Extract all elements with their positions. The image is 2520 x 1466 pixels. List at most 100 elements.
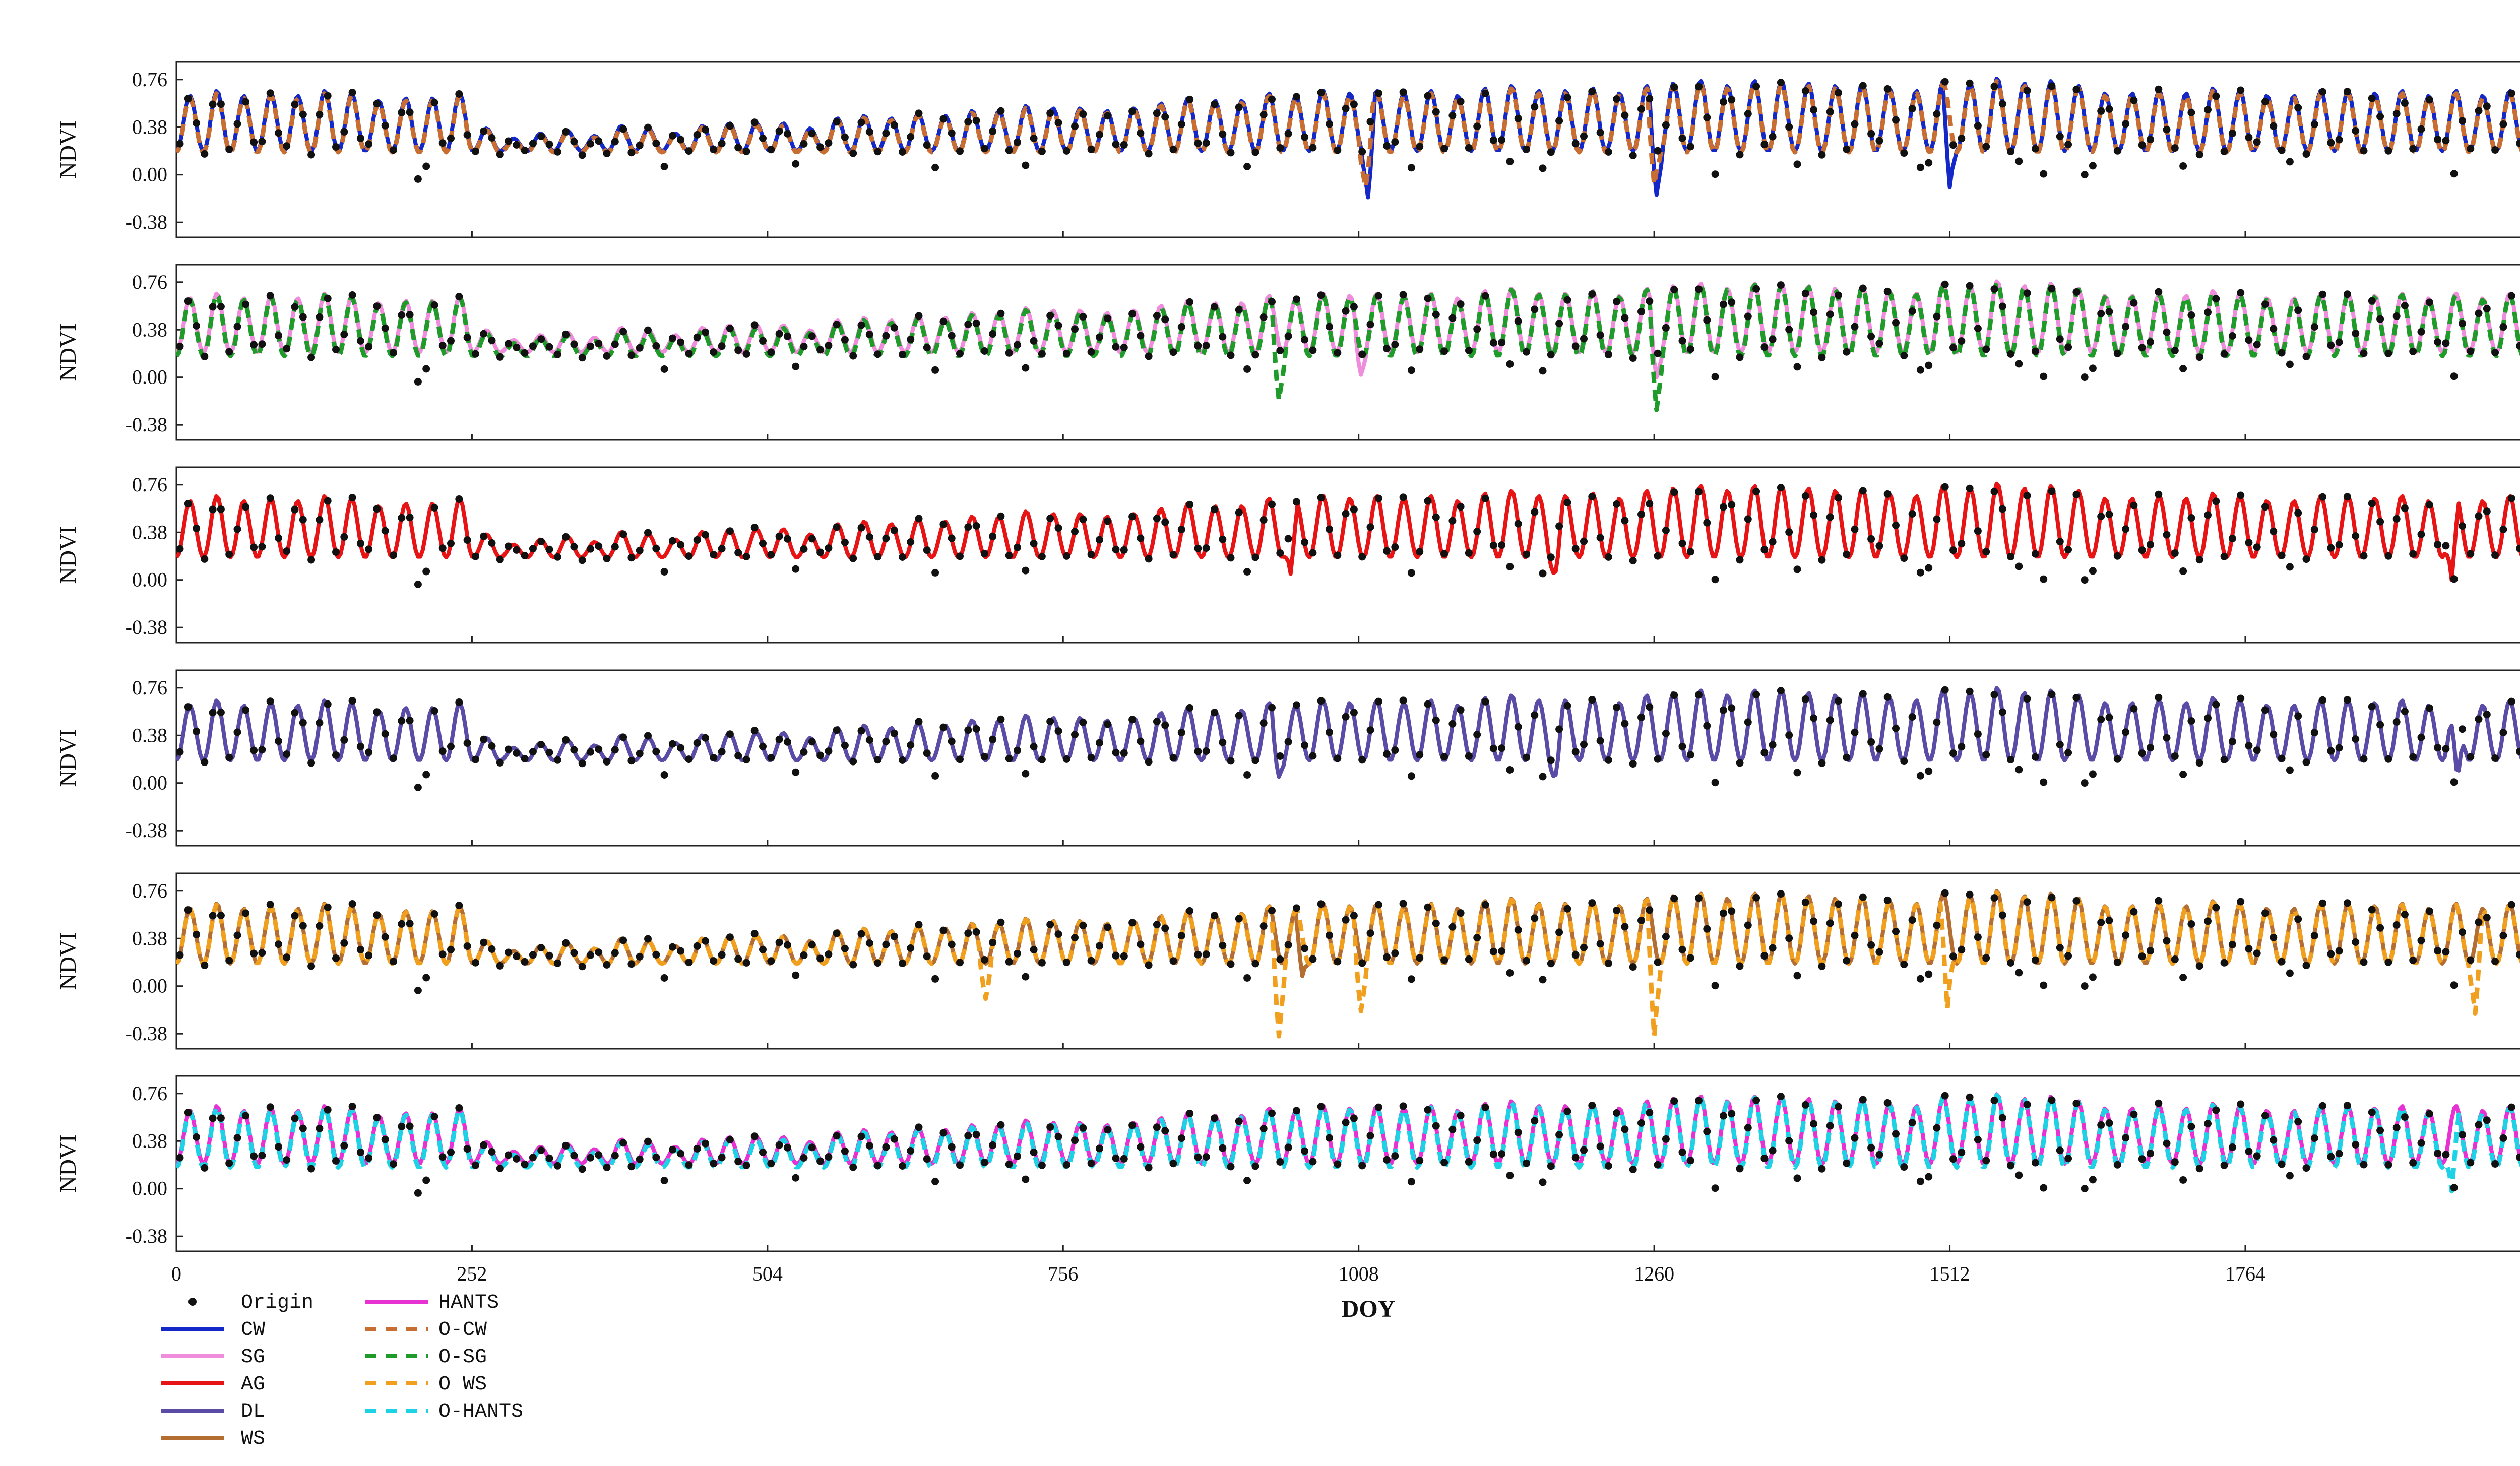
origin-point — [176, 545, 184, 553]
origin-point — [1424, 497, 1432, 505]
origin-point — [2228, 535, 2236, 542]
origin-point — [545, 140, 553, 148]
origin-point — [1489, 541, 1497, 549]
origin-point — [430, 707, 438, 715]
origin-point — [2467, 145, 2475, 153]
origin-point — [1145, 1164, 1153, 1172]
origin-point — [1145, 961, 1153, 969]
origin-point — [1604, 1162, 1612, 1170]
origin-point — [1457, 1112, 1465, 1120]
origin-point — [1358, 553, 1366, 561]
origin-point — [997, 512, 1005, 520]
origin-point — [1104, 1126, 1112, 1134]
origin-point — [783, 1143, 791, 1152]
origin-point — [1440, 1159, 1448, 1167]
origin-point — [1818, 1165, 1826, 1173]
origin-point — [2360, 349, 2368, 357]
origin-point — [2310, 120, 2318, 129]
origin-point — [1998, 505, 2006, 513]
origin-point — [422, 365, 430, 373]
origin-point — [1473, 731, 1481, 739]
origin-point — [1104, 314, 1112, 323]
origin-point — [2467, 1159, 2475, 1167]
origin-point — [1613, 95, 1621, 103]
origin-point — [1202, 342, 1210, 350]
origin-point — [1777, 281, 1785, 289]
origin-point — [1925, 1173, 1933, 1181]
origin-point — [2007, 553, 2014, 560]
origin-point — [398, 108, 406, 116]
origin-point — [1153, 109, 1161, 117]
origin-point — [570, 340, 578, 348]
origin-point — [209, 912, 217, 920]
origin-point — [2442, 137, 2450, 145]
origin-point — [857, 524, 865, 532]
origin-point — [1416, 548, 1424, 556]
origin-point — [1703, 519, 1711, 527]
origin-point — [1826, 716, 1834, 724]
origin-point — [521, 754, 529, 762]
origin-point — [2031, 347, 2039, 355]
origin-point — [1637, 1119, 1645, 1127]
origin-point — [2401, 911, 2409, 919]
origin-point — [193, 322, 201, 330]
origin-point — [2352, 1141, 2360, 1149]
origin-point — [595, 340, 603, 348]
origin-point — [233, 728, 241, 736]
origin-point — [2294, 712, 2302, 720]
origin-point — [816, 954, 825, 963]
origin-point — [1062, 147, 1070, 155]
origin-point — [266, 901, 274, 909]
origin-point — [521, 1160, 529, 1168]
origin-point — [570, 746, 578, 754]
origin-point — [1719, 1112, 1727, 1120]
origin-point — [874, 553, 882, 561]
origin-point — [1169, 551, 1177, 559]
origin-point — [1933, 515, 1941, 523]
origin-point — [611, 746, 619, 754]
origin-point — [1334, 349, 1342, 357]
origin-point — [865, 331, 873, 338]
origin-point — [997, 715, 1005, 723]
origin-point — [2171, 1158, 2179, 1166]
origin-point — [356, 742, 364, 750]
origin-point — [2253, 543, 2261, 551]
origin-point — [299, 922, 307, 930]
origin-point — [997, 918, 1005, 926]
origin-point — [685, 350, 693, 358]
plot-area — [176, 481, 2520, 588]
origin-point — [2384, 147, 2392, 155]
origin-point — [307, 151, 316, 159]
origin-point — [1054, 524, 1062, 532]
y-tick-label: 0.76 — [132, 879, 167, 902]
origin-point — [2459, 725, 2466, 733]
origin-point — [702, 734, 709, 742]
origin-point — [668, 943, 676, 951]
origin-point — [1736, 759, 1744, 767]
origin-point — [1095, 942, 1103, 950]
origin-point — [2228, 1143, 2236, 1151]
origin-point — [1547, 1162, 1555, 1170]
origin-point — [1120, 952, 1128, 960]
origin-point — [1211, 1114, 1218, 1122]
origin-point — [1621, 517, 1629, 525]
y-tick-label: 0.00 — [132, 163, 167, 186]
origin-point — [792, 565, 800, 573]
origin-point — [1022, 1175, 1030, 1183]
origin-point — [2056, 538, 2064, 546]
origin-point — [1646, 703, 1654, 711]
origin-point — [2179, 771, 2187, 778]
origin-point — [989, 532, 997, 540]
origin-point — [1071, 934, 1079, 942]
origin-point — [1259, 719, 1268, 727]
origin-point — [1637, 916, 1645, 924]
origin-point — [2113, 1161, 2121, 1169]
origin-point — [1678, 539, 1686, 547]
legend-label: Origin — [241, 1292, 313, 1314]
origin-point — [1949, 952, 1957, 961]
origin-point — [2286, 563, 2294, 571]
origin-point — [775, 532, 783, 540]
y-tick-label: 0.76 — [132, 68, 167, 91]
origin-point — [1892, 116, 1900, 124]
origin-point — [1211, 709, 1218, 717]
